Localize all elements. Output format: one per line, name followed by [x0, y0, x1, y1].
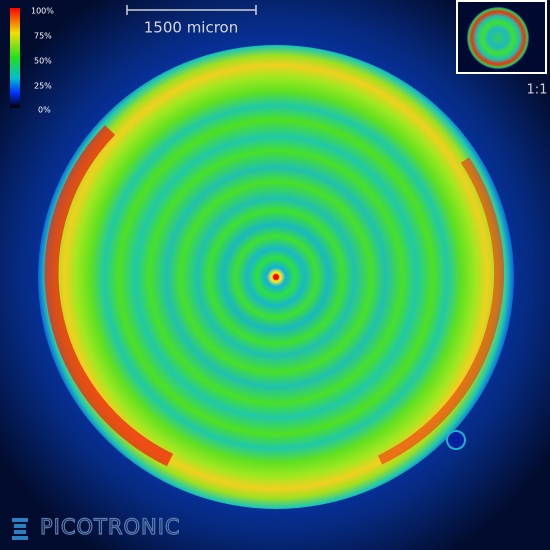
colorbar-label: 25% [34, 82, 52, 91]
scale-bar [126, 5, 257, 15]
artifact [446, 430, 466, 450]
center-spot [273, 274, 279, 280]
colorbar-label: 0% [38, 106, 51, 115]
colorbar-label: 100% [31, 7, 54, 16]
red-ring-left [44, 125, 174, 467]
colorbar-label: 50% [34, 57, 52, 66]
inset-label: 1:1 [527, 83, 548, 98]
colorbar [10, 8, 20, 108]
colorbar-label: 75% [34, 32, 52, 41]
inset-beam [467, 7, 529, 69]
red-ring-right [377, 157, 505, 465]
scale-bar-label: 1500 micron [144, 19, 239, 37]
colorbar-labels: 100% 75% 50% 25% 0% [31, 7, 54, 115]
logo-text: PICOTRONIC [40, 515, 181, 539]
logo-icon [12, 518, 28, 540]
